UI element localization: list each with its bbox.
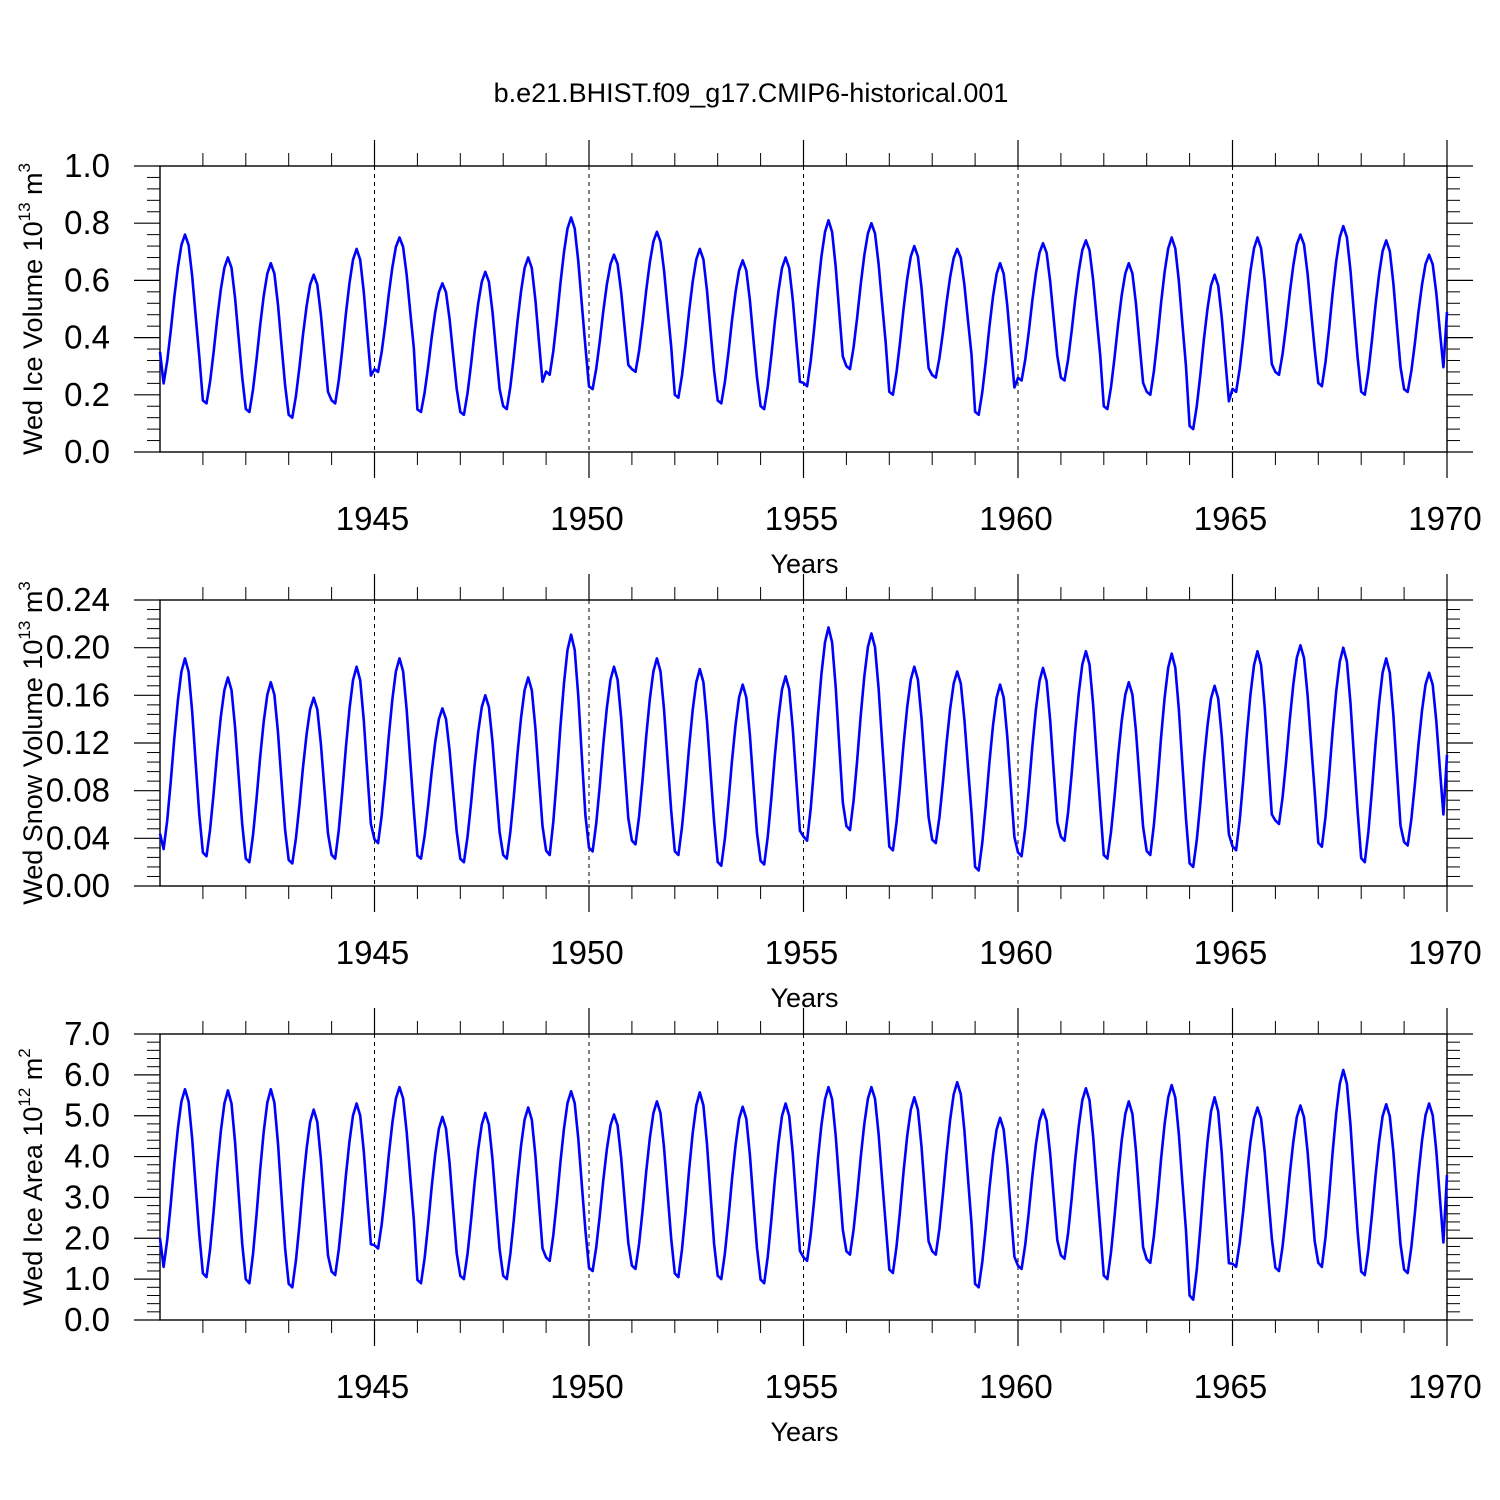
y-tick-label: 0.08 <box>46 772 110 809</box>
y-tick-label: 5.0 <box>64 1097 110 1134</box>
series-line <box>158 216 1449 431</box>
y-tick-label: 0.04 <box>46 819 110 856</box>
y-tick-label: 0.2 <box>64 376 110 413</box>
x-axis-label: Years <box>770 549 838 579</box>
x-tick-label: 1955 <box>765 1368 838 1405</box>
x-tick-label: 1965 <box>1194 500 1267 537</box>
y-tick-label: 6.0 <box>64 1056 110 1093</box>
x-tick-label: 1955 <box>765 934 838 971</box>
x-tick-label: 1945 <box>336 934 409 971</box>
y-tick-label: 0.00 <box>46 867 110 904</box>
x-axis-label: Years <box>770 1417 838 1447</box>
x-tick-label: 1965 <box>1194 934 1267 971</box>
y-tick-label: 1.0 <box>64 147 110 184</box>
y-tick-label: 0.20 <box>46 629 110 666</box>
panel-2: 0.00 0.04 0.08 0.12 0.16 0.20 0.24 1945 1950 1955… <box>15 574 1482 1013</box>
x-tick-label: 1955 <box>765 500 838 537</box>
panel-1: 0.0 0.2 0.4 0.6 0.8 1.0 1945 1950 1955 1960 1965 19… <box>15 140 1482 579</box>
y-tick-label: 2.0 <box>64 1219 110 1256</box>
x-tick-label: 1970 <box>1408 1368 1481 1405</box>
chart-title: b.e21.BHIST.f09_g17.CMIP6-historical.001 <box>494 78 1009 108</box>
x-tick-label: 1950 <box>550 1368 623 1405</box>
x-tick-label: 1970 <box>1408 500 1481 537</box>
x-axis-label: Years <box>770 983 838 1013</box>
panel-3: 0.0 1.0 2.0 3.04.0 5.0 6.0 7.0 1945 1950 1955 1960… <box>15 1008 1482 1447</box>
y-axis-label: Wed Ice Volume 1013 m3 <box>15 163 48 455</box>
x-tick-label: 1960 <box>979 500 1052 537</box>
y-axis-label: Wed Ice Area 1012 m2 <box>15 1048 48 1306</box>
y-tick-label: 0.0 <box>64 433 110 470</box>
y-tick-label: 3.0 <box>64 1178 110 1215</box>
y-tick-label: 1.0 <box>64 1260 110 1297</box>
x-tick-label: 1945 <box>336 500 409 537</box>
x-tick-label: 1950 <box>550 500 623 537</box>
x-tick-label: 1970 <box>1408 934 1481 971</box>
y-tick-label: 0.6 <box>64 261 110 298</box>
x-tick-label: 1960 <box>979 934 1052 971</box>
y-tick-label: 4.0 <box>64 1138 110 1175</box>
series-line <box>158 1068 1449 1301</box>
x-tick-label: 1945 <box>336 1368 409 1405</box>
y-tick-label: 0.12 <box>46 724 110 761</box>
y-tick-label: 0.4 <box>64 319 110 356</box>
y-tick-label: 0.24 <box>46 581 110 618</box>
x-tick-label: 1965 <box>1194 1368 1267 1405</box>
x-tick-label: 1960 <box>979 1368 1052 1405</box>
x-tick-label: 1950 <box>550 934 623 971</box>
y-tick-label: 0.8 <box>64 204 110 241</box>
y-axis-label: Wed Snow Volume 1013 m3 <box>15 581 48 905</box>
series-line <box>158 626 1449 872</box>
y-tick-label: 0.16 <box>46 676 110 713</box>
y-tick-label: 7.0 <box>64 1015 110 1052</box>
y-tick-label: 0.0 <box>64 1301 110 1338</box>
